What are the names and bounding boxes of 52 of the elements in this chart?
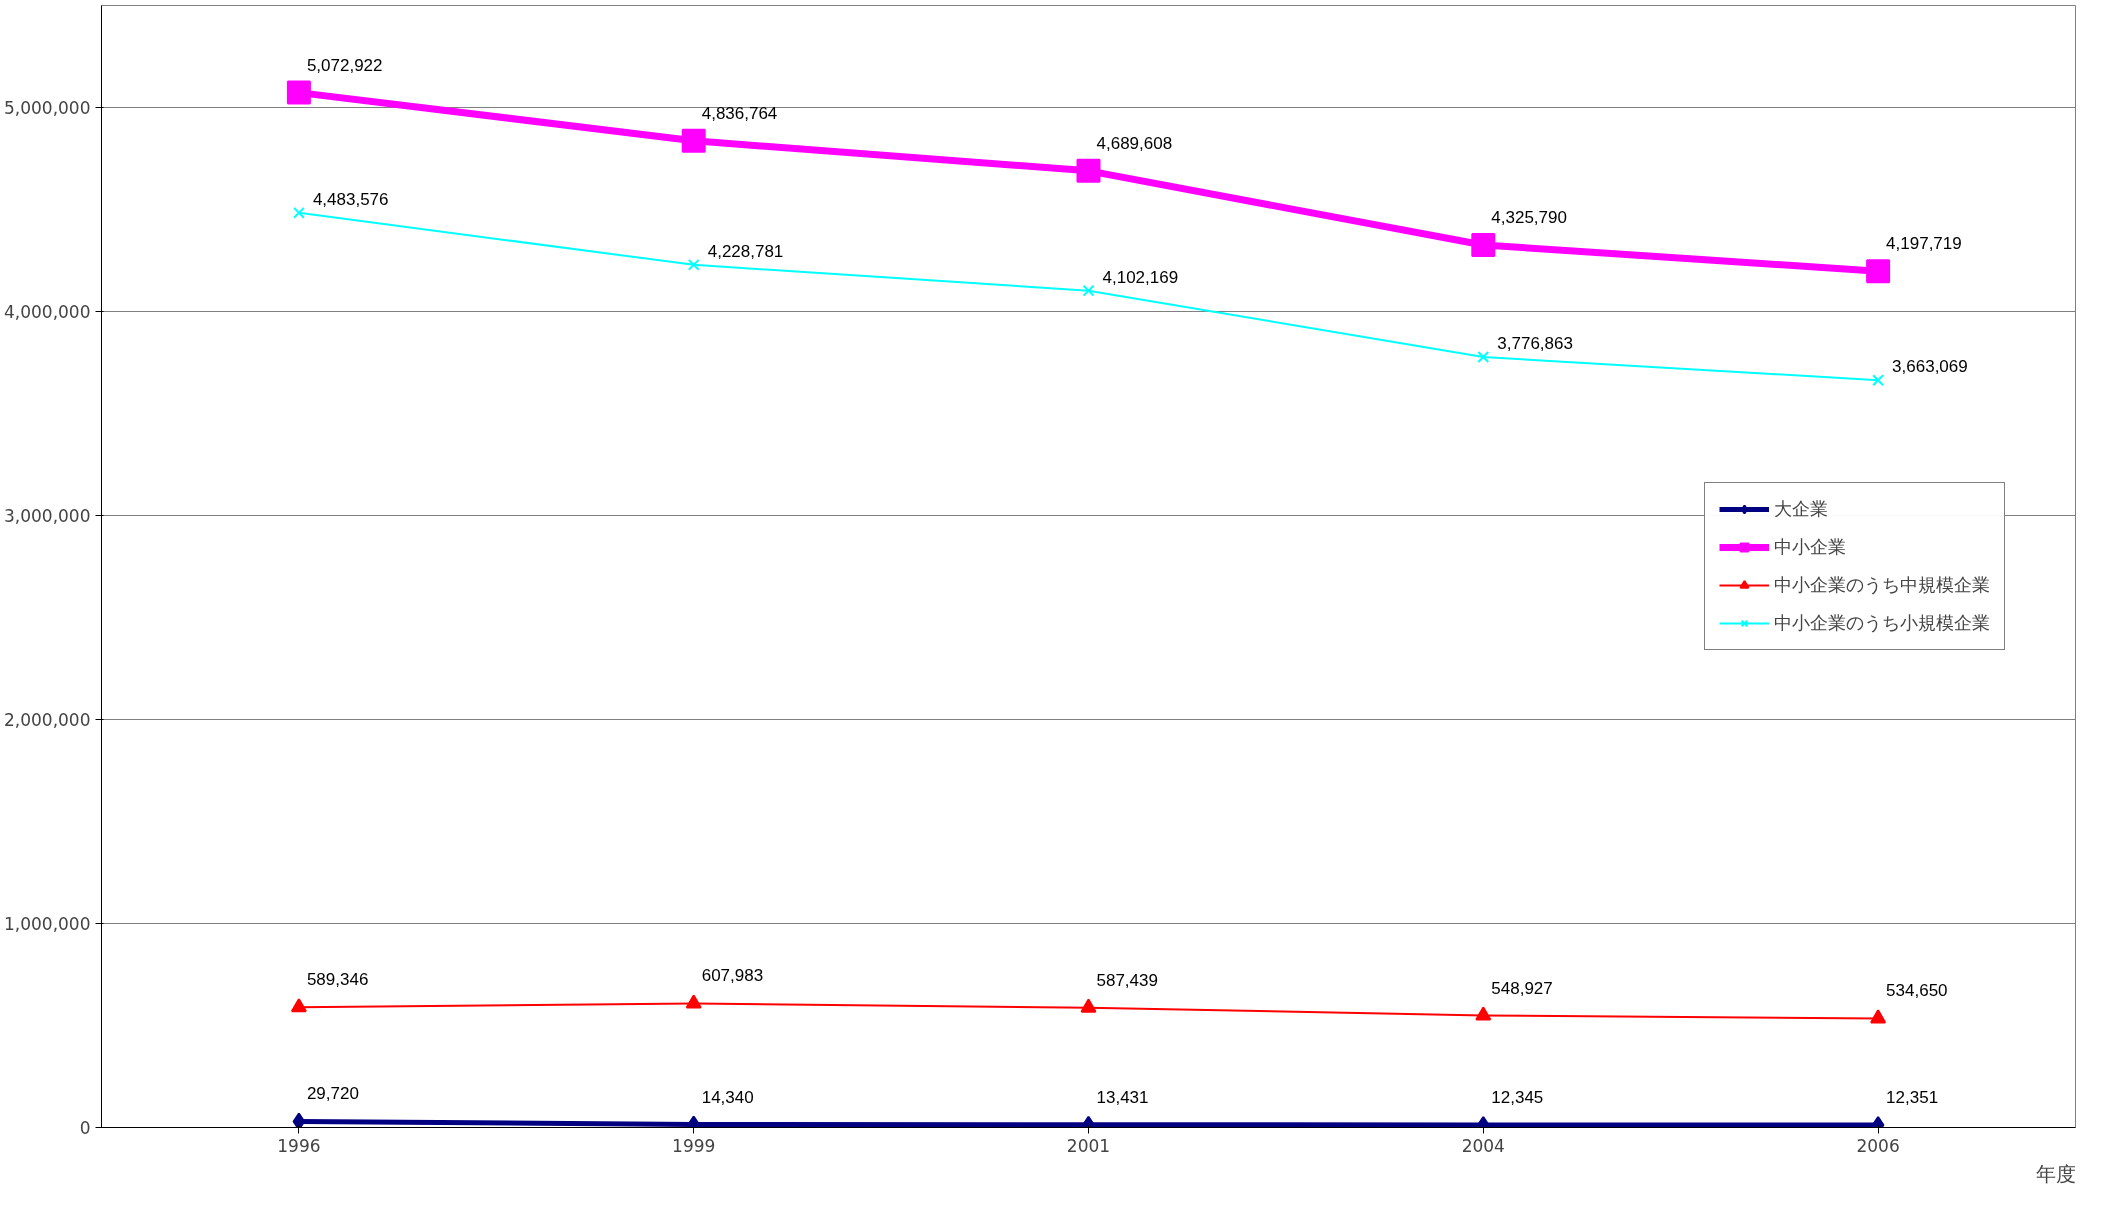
y-tick-label: 0 [79, 1118, 91, 1138]
point [1080, 998, 1097, 1013]
data-label: 4,102,169 [1102, 267, 1179, 287]
point [685, 994, 702, 1009]
point [292, 1112, 306, 1128]
data-label: 589,346 [306, 970, 369, 990]
data-label: 5,072,922 [306, 55, 383, 75]
data-label: 29,720 [306, 1084, 359, 1104]
y-tick-label: 5,000,000 [3, 98, 91, 118]
y-tick-label: 1,000,000 [3, 914, 91, 934]
point [1076, 158, 1101, 183]
x-tick-label: 1999 [672, 1135, 716, 1156]
data-label: 4,836,764 [701, 103, 778, 123]
data-label: 548,927 [1491, 978, 1553, 998]
data-label: 4,689,608 [1096, 133, 1173, 153]
data-label: 587,439 [1096, 970, 1158, 990]
point [1475, 1006, 1492, 1021]
point [1471, 233, 1496, 258]
data-label: 12,345 [1491, 1087, 1544, 1107]
legend-label: 中小企業のうち中規模企業 [1774, 573, 1990, 597]
data-label: 13,431 [1096, 1087, 1149, 1107]
point [1866, 259, 1891, 284]
data-label: 534,650 [1886, 981, 1948, 1001]
point [1872, 374, 1885, 387]
legend-label: 中小企業 [1774, 535, 1846, 559]
data-label: 4,483,576 [312, 189, 389, 209]
y-tick-label: 4,000,000 [3, 302, 91, 322]
legend-label: 中小企業のうち小規模企業 [1774, 611, 1990, 635]
data-label: 4,228,781 [707, 241, 784, 261]
data-label: 4,197,719 [1886, 234, 1962, 254]
point [1870, 1009, 1887, 1024]
x-axis-title: 年度 [2035, 1161, 2076, 1186]
y-tick-label: 3,000,000 [3, 506, 91, 526]
point [286, 80, 311, 105]
x-tick-label: 2001 [1066, 1135, 1111, 1156]
y-tick-label: 2,000,000 [3, 710, 91, 730]
x-tick-label: 2006 [1856, 1135, 1900, 1156]
data-label: 14,340 [701, 1087, 754, 1107]
legend-label: 大企業 [1774, 497, 1828, 521]
data-label: 4,325,790 [1491, 208, 1567, 228]
point [1477, 351, 1490, 363]
data-label: 3,663,069 [1892, 357, 1968, 377]
point [290, 998, 307, 1013]
data-label: 607,983 [701, 966, 764, 986]
point [687, 258, 700, 271]
point [681, 128, 706, 153]
data-label: 12,351 [1886, 1087, 1939, 1107]
point [292, 206, 305, 219]
x-tick-label: 2004 [1461, 1135, 1505, 1156]
point [1082, 284, 1095, 297]
x-tick-label: 1996 [277, 1135, 321, 1156]
data-label: 3,776,863 [1497, 334, 1573, 354]
